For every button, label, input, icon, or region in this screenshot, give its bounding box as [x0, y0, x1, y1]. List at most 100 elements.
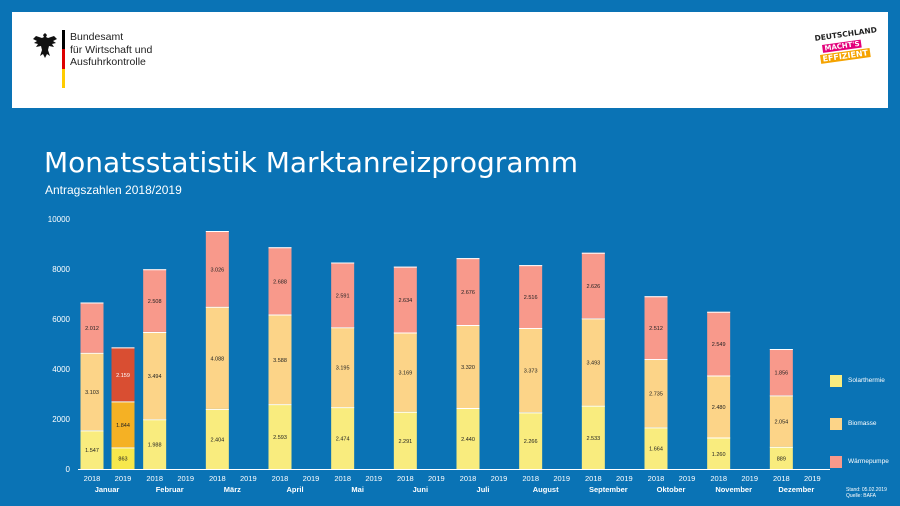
legend-label-solar: Solarthermie [848, 377, 885, 384]
x-year-label: 2019 [804, 474, 821, 483]
x-month-label: Mai [351, 485, 364, 494]
bar-segment-solar [393, 411, 417, 469]
x-year-label: 2018 [334, 474, 351, 483]
bar-segment-biomasse [111, 401, 135, 448]
page-subtitle: Antragszahlen 2018/2019 [45, 183, 182, 197]
bar-value-label: 2.012 [85, 326, 99, 332]
x-year-label: 2019 [240, 474, 257, 483]
bar-value-label: 1.547 [85, 448, 99, 454]
x-month-label: Juli [477, 485, 490, 494]
bar-value-label: 889 [777, 456, 786, 462]
german-flag-stripe [62, 30, 65, 88]
x-month-label: Dezember [778, 485, 814, 494]
bar-value-label: 2.634 [398, 298, 412, 304]
bar-segment-solar [707, 437, 731, 469]
x-month-label: April [286, 485, 303, 494]
bar-segment-biomasse [581, 318, 605, 406]
bar-segment-solar [644, 427, 668, 469]
x-year-label: 2018 [397, 474, 414, 483]
x-month-label: Oktober [657, 485, 686, 494]
y-tick-label: 8000 [52, 265, 70, 274]
bar-value-label: 2.516 [524, 295, 538, 301]
x-year-label: 2019 [365, 474, 382, 483]
bar-value-label: 1.260 [712, 452, 726, 458]
bar-segment-solar [456, 408, 480, 469]
legend-label-biomasse: Biomasse [848, 420, 877, 427]
bar-value-label: 2.735 [649, 392, 663, 398]
bar-segment-biomasse [80, 352, 104, 431]
x-month-label: September [589, 485, 628, 494]
bar-segment-solar [769, 446, 793, 469]
x-year-label: 2019 [741, 474, 758, 483]
bar-segment-waerme [393, 266, 417, 333]
footer-stand: Stand: 05.02.2019 [846, 487, 887, 493]
x-month-label: März [224, 485, 241, 494]
bar-segment-solar [143, 419, 167, 469]
y-tick-label: 2000 [52, 415, 70, 424]
org-line-2: für Wirtschaft und [70, 43, 153, 56]
org-name: Bundesamt für Wirtschaft und Ausfuhrkont… [70, 31, 152, 69]
x-year-label: 2019 [491, 474, 508, 483]
bar-segment-waerme [205, 231, 229, 307]
bar-segment-solar [268, 404, 292, 469]
footer-source: Stand: 05.02.2019 Quelle: BAFA [846, 487, 887, 499]
bar-segment-solar [205, 408, 229, 469]
footer-quelle: Quelle: BAFA [846, 493, 877, 499]
bar-segment-biomasse [644, 359, 668, 428]
bar-segment-waerme [331, 262, 355, 328]
x-year-label: 2018 [522, 474, 539, 483]
bar-value-label: 3.026 [210, 267, 224, 273]
bar-value-label: 2.266 [524, 439, 538, 445]
x-month-label: November [715, 485, 752, 494]
header-bar: Bundesamt für Wirtschaft und Ausfuhrkont… [12, 12, 888, 108]
bar-value-label: 2.054 [774, 420, 788, 426]
x-year-label: 2018 [460, 474, 477, 483]
bar-value-label: 2.626 [586, 284, 600, 290]
bar-segment-solar [331, 407, 355, 469]
bar-value-label: 2.549 [712, 342, 726, 348]
bar-segment-solar [581, 405, 605, 469]
x-year-label: 2019 [115, 474, 132, 483]
x-year-label: 2019 [303, 474, 320, 483]
bar-segment-waerme [707, 311, 731, 376]
bar-segment-waerme [80, 302, 104, 353]
bar-segment-waerme [143, 269, 167, 332]
bar-segment-biomasse [268, 314, 292, 405]
bar-segment-waerme [581, 252, 605, 319]
bar-segment-biomasse [456, 325, 480, 408]
x-month-label: Juni [413, 485, 428, 494]
legend-swatch-solar [830, 375, 842, 387]
x-month-label: August [533, 485, 559, 494]
bar-value-label: 3.195 [336, 366, 350, 372]
bar-value-label: 2.404 [210, 437, 224, 443]
bar-value-label: 863 [118, 457, 127, 463]
x-year-label: 2019 [553, 474, 570, 483]
y-tick-label: 10000 [48, 215, 71, 224]
bar-value-label: 1.856 [774, 371, 788, 377]
org-line-1: Bundesamt [70, 31, 124, 43]
bar-segment-biomasse [205, 306, 229, 409]
x-month-label: Januar [95, 485, 120, 494]
bar-segment-biomasse [707, 375, 731, 438]
x-year-label: 2019 [428, 474, 445, 483]
x-year-label: 2018 [648, 474, 665, 483]
bar-segment-biomasse [331, 327, 355, 408]
bar-value-label: 2.440 [461, 437, 475, 443]
x-year-label: 2018 [585, 474, 602, 483]
legend-swatch-waerme [830, 456, 842, 468]
legend-label-waerme: Wärmepumpe [848, 458, 889, 465]
org-line-3: Ausfuhrkontrolle [70, 56, 146, 68]
y-tick-label: 0 [66, 465, 71, 474]
bar-value-label: 3.320 [461, 365, 475, 371]
bar-value-label: 3.103 [85, 390, 99, 396]
bar-segment-biomasse [393, 332, 417, 412]
bar-value-label: 2.676 [461, 290, 475, 296]
bar-value-label: 3.588 [273, 358, 287, 364]
x-year-label: 2018 [272, 474, 289, 483]
x-year-label: 2019 [616, 474, 633, 483]
x-year-label: 2019 [679, 474, 696, 483]
y-tick-label: 6000 [52, 315, 70, 324]
bar-value-label: 2.480 [712, 405, 726, 411]
bar-value-label: 2.591 [336, 293, 350, 299]
